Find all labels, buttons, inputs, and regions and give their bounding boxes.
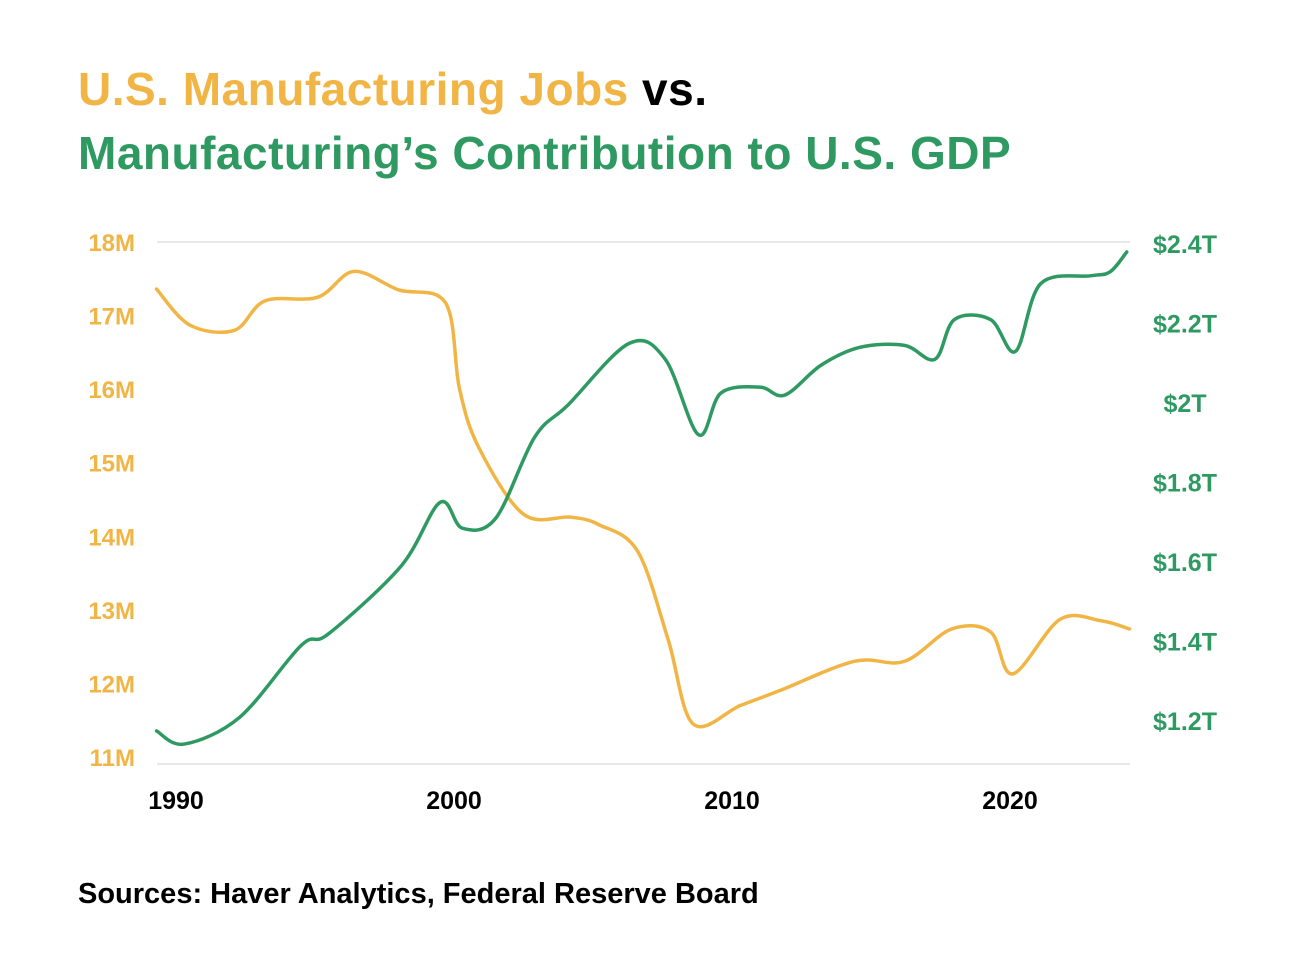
left-tick-label: 12M xyxy=(88,671,135,698)
left-tick-label: 13M xyxy=(88,598,135,625)
title-vs: vs. xyxy=(628,63,708,115)
jobs-series-line xyxy=(154,269,1132,729)
x-tick-label: 2010 xyxy=(704,787,760,815)
right-tick-label: $2.2T xyxy=(1153,311,1217,339)
x-tick-label: 2020 xyxy=(982,787,1038,815)
right-tick-label: $1.6T xyxy=(1153,549,1217,577)
source-note: Sources: Haver Analytics, Federal Reserv… xyxy=(78,878,759,910)
title-jobs: U.S. Manufacturing Jobs xyxy=(78,63,629,115)
x-tick-label: 2000 xyxy=(426,787,482,815)
right-tick-label: $1.2T xyxy=(1153,708,1217,736)
x-tick-label: 1990 xyxy=(148,787,204,815)
title-line-2: Manufacturing’s Contribution to U.S. GDP xyxy=(78,127,1012,179)
left-tick-label: 18M xyxy=(88,230,135,257)
right-tick-label: $1.8T xyxy=(1153,470,1217,498)
left-tick-label: 11M xyxy=(90,745,135,772)
gdp-series-line xyxy=(154,250,1129,746)
left-tick-label: 15M xyxy=(88,451,135,478)
title-line-1: U.S. Manufacturing Jobs vs. xyxy=(78,62,708,116)
left-tick-label: 16M xyxy=(88,377,135,404)
left-tick-label: 17M xyxy=(88,304,135,331)
right-tick-label: $1.4T xyxy=(1153,629,1217,657)
left-tick-label: 14M xyxy=(88,524,135,551)
right-tick-label: $2T xyxy=(1163,390,1206,418)
right-tick-label: $2.4T xyxy=(1153,231,1217,259)
